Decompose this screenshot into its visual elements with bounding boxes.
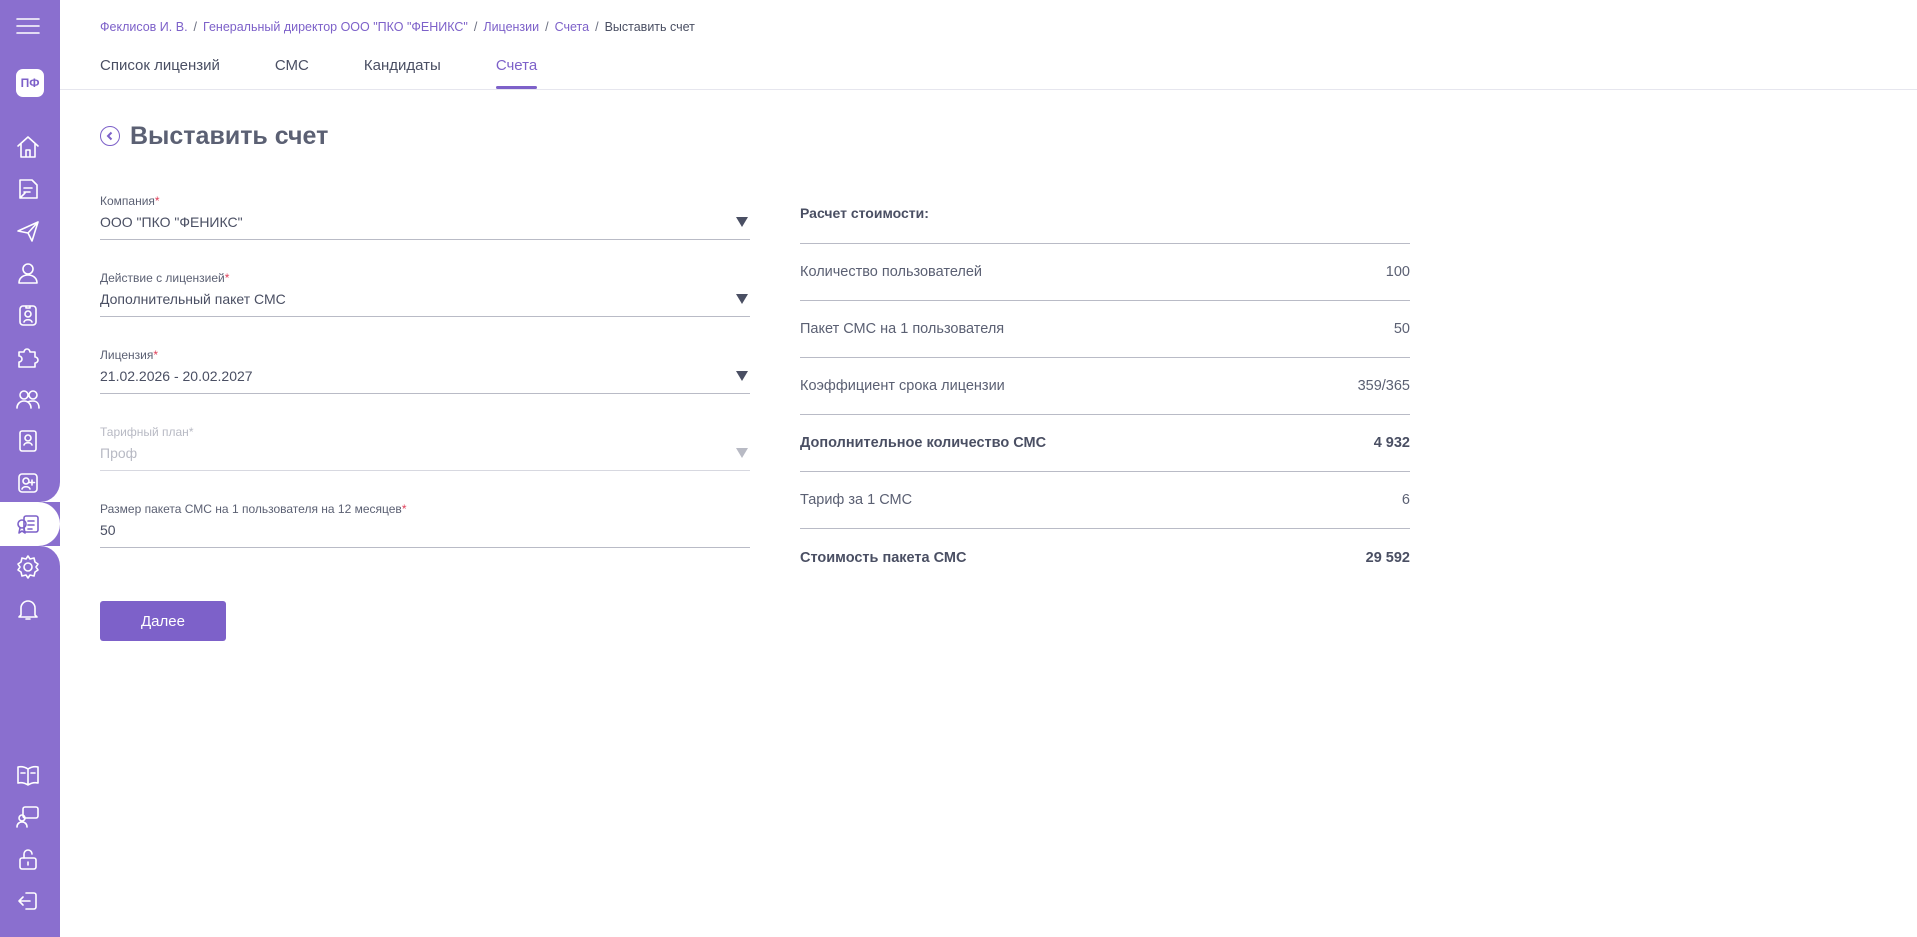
chevron-left-icon bbox=[106, 131, 113, 141]
cost-row-license-coefficient: Коэффициент срока лицензии 359/365 bbox=[800, 358, 1410, 415]
cost-row-value: 6 bbox=[1401, 492, 1410, 508]
cost-row-value: 359/365 bbox=[1357, 378, 1410, 394]
breadcrumb-item-company[interactable]: Генеральный директор ООО "ПКО "ФЕНИКС" bbox=[203, 20, 468, 34]
tab-invoices[interactable]: Счета bbox=[495, 57, 538, 89]
book-icon[interactable] bbox=[8, 755, 48, 795]
sms-package-size-label: Размер пакета СМС на 1 пользователя на 1… bbox=[100, 502, 407, 516]
users-icon[interactable] bbox=[8, 379, 48, 419]
tariff-plan-select: Тарифный план* Проф bbox=[100, 425, 750, 471]
document-icon[interactable] bbox=[8, 169, 48, 209]
cost-row-additional-sms: Дополнительное количество СМС 4 932 bbox=[800, 415, 1410, 472]
license-action-select[interactable]: Действие с лицензией* Дополнительный пак… bbox=[100, 271, 750, 317]
company-label: Компания* bbox=[100, 194, 160, 208]
tab-candidates[interactable]: Кандидаты bbox=[363, 57, 441, 74]
sms-package-size-value[interactable]: 50 bbox=[100, 522, 116, 538]
license-action-label: Действие с лицензией* bbox=[100, 271, 230, 285]
puzzle-icon[interactable] bbox=[8, 337, 48, 377]
breadcrumb-item-licenses[interactable]: Лицензии bbox=[483, 20, 540, 34]
cost-row-package-price: Стоимость пакета СМС 29 592 bbox=[800, 529, 1410, 586]
cost-row-label: Коэффициент срока лицензии bbox=[800, 378, 1005, 394]
contacts-book-icon[interactable] bbox=[8, 421, 48, 461]
cost-row-label: Пакет СМС на 1 пользователя bbox=[800, 321, 1005, 337]
license-select[interactable]: Лицензия* 21.02.2026 - 20.02.2027 bbox=[100, 348, 750, 394]
tariff-plan-value: Проф bbox=[100, 445, 138, 461]
breadcrumb-separator: / bbox=[193, 20, 198, 34]
sms-package-size-input[interactable]: Размер пакета СМС на 1 пользователя на 1… bbox=[100, 502, 750, 548]
breadcrumb-item-invoices[interactable]: Счета bbox=[554, 20, 590, 34]
caret-down-icon[interactable] bbox=[736, 371, 748, 381]
unlock-icon[interactable] bbox=[8, 839, 48, 879]
presentation-icon[interactable] bbox=[8, 797, 48, 837]
next-button[interactable]: Далее bbox=[100, 601, 226, 641]
page-title: Выставить счет bbox=[130, 122, 329, 150]
tab-license-list[interactable]: Список лицензий bbox=[100, 57, 220, 74]
company-select[interactable]: Компания* ООО "ПКО "ФЕНИКС" bbox=[100, 194, 750, 240]
home-icon[interactable] bbox=[8, 127, 48, 167]
breadcrumb: Феклисов И. В. / Генеральный директор ООО … bbox=[100, 20, 695, 34]
license-label: Лицензия* bbox=[100, 348, 158, 362]
tariff-plan-label: Тарифный план* bbox=[100, 425, 194, 439]
cost-title: Расчет стоимости: bbox=[800, 205, 1410, 244]
cost-row-label: Тариф за 1 СМС bbox=[800, 492, 913, 508]
user-icon[interactable] bbox=[8, 253, 48, 293]
sidebar-active-indicator bbox=[0, 482, 60, 566]
logout-icon[interactable] bbox=[8, 881, 48, 921]
cost-row-sms-per-user: Пакет СМС на 1 пользователя 50 bbox=[800, 301, 1410, 358]
add-user-icon[interactable] bbox=[8, 463, 48, 503]
back-button[interactable] bbox=[100, 126, 120, 146]
cost-row-label: Количество пользователей bbox=[800, 264, 983, 280]
caret-down-icon[interactable] bbox=[736, 294, 748, 304]
cost-row-users: Количество пользователей 100 bbox=[800, 244, 1410, 301]
caret-down-icon[interactable] bbox=[736, 217, 748, 227]
breadcrumb-separator: / bbox=[473, 20, 478, 34]
breadcrumb-item-user[interactable]: Феклисов И. В. bbox=[100, 20, 188, 34]
cost-row-value: 4 932 bbox=[1373, 435, 1410, 451]
license-action-value: Дополнительный пакет СМС bbox=[100, 291, 286, 307]
tab-sms[interactable]: СМС bbox=[274, 57, 309, 74]
breadcrumb-current: Выставить счет bbox=[604, 20, 695, 34]
tabs: Список лицензий СМС Кандидаты Счета bbox=[100, 57, 592, 89]
badge-icon[interactable] bbox=[8, 295, 48, 335]
breadcrumb-separator: / bbox=[545, 20, 549, 34]
avatar[interactable]: ПФ bbox=[16, 69, 44, 97]
cost-row-tariff-per-sms: Тариф за 1 СМС 6 bbox=[800, 472, 1410, 529]
cost-row-value: 50 bbox=[1393, 321, 1410, 337]
settings-icon[interactable] bbox=[8, 547, 48, 587]
sidebar: ПФ bbox=[0, 0, 60, 937]
license-icon[interactable] bbox=[8, 504, 48, 544]
cost-row-value: 100 bbox=[1385, 264, 1410, 280]
cost-row-label: Стоимость пакета СМС bbox=[800, 549, 967, 566]
cost-row-value: 29 592 bbox=[1365, 549, 1410, 566]
tabs-divider bbox=[60, 89, 1917, 90]
breadcrumb-separator: / bbox=[595, 20, 599, 34]
bell-icon[interactable] bbox=[8, 589, 48, 629]
company-value: ООО "ПКО "ФЕНИКС" bbox=[100, 214, 243, 230]
caret-down-icon bbox=[736, 448, 748, 458]
menu-icon[interactable] bbox=[8, 6, 48, 46]
cost-row-label: Дополнительное количество СМС bbox=[800, 435, 1047, 451]
send-icon[interactable] bbox=[8, 211, 48, 251]
license-value: 21.02.2026 - 20.02.2027 bbox=[100, 368, 253, 384]
cost-calculation: Расчет стоимости: Количество пользовател… bbox=[800, 205, 1410, 586]
